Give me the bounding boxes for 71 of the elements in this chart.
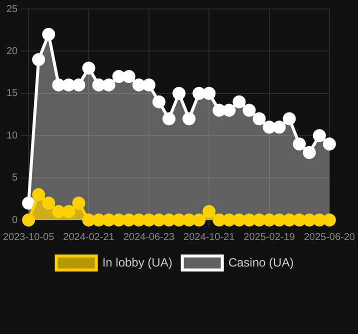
point [272, 120, 286, 134]
point [282, 214, 296, 226]
y-tick-label: 25 [6, 4, 18, 15]
point [172, 86, 186, 100]
point [132, 214, 146, 226]
point [212, 214, 226, 226]
y-tick-label: 20 [6, 46, 18, 57]
point [162, 214, 176, 226]
y-tick-label: 5 [12, 172, 18, 184]
y-tick-label: 0 [12, 214, 18, 226]
point [82, 62, 96, 75]
point [212, 104, 226, 117]
point [102, 78, 116, 92]
point [182, 112, 196, 126]
point [202, 86, 216, 100]
point [32, 188, 46, 202]
point [152, 214, 166, 226]
point [302, 146, 316, 159]
x-tick-label: 2025-06-20 [304, 232, 356, 243]
y-tick-label: 10 [6, 130, 18, 142]
y-tick-label: 15 [6, 88, 18, 100]
legend-label: Casino (UA) [228, 255, 294, 270]
point [242, 104, 256, 117]
point [322, 138, 336, 151]
x-tick-label: 2025-02-19 [244, 232, 296, 243]
point [72, 78, 86, 92]
point [232, 214, 246, 226]
point [312, 129, 326, 142]
point [272, 214, 286, 226]
point [292, 138, 306, 151]
point [52, 78, 66, 92]
point [182, 214, 196, 226]
point [232, 95, 246, 108]
point [252, 214, 266, 226]
point [62, 205, 76, 218]
point [252, 112, 266, 126]
point [112, 70, 126, 84]
point [122, 214, 136, 226]
point [172, 214, 186, 226]
point [122, 70, 136, 84]
legend-label: In lobby (UA) [102, 255, 172, 270]
point [112, 214, 126, 226]
point [222, 214, 236, 226]
point [52, 205, 66, 218]
point [292, 214, 306, 226]
point [262, 120, 276, 134]
point [102, 214, 116, 226]
point [282, 112, 296, 126]
point [62, 78, 76, 92]
point [92, 78, 106, 92]
point [152, 95, 166, 108]
point [32, 53, 46, 66]
point [142, 78, 156, 92]
point [132, 78, 146, 92]
x-tick-label: 2024-06-23 [123, 232, 175, 243]
x-tick-label: 2024-10-21 [184, 232, 236, 243]
x-tick-label: 2024-02-21 [63, 232, 115, 243]
point [302, 214, 316, 226]
point [22, 196, 36, 210]
point [42, 196, 56, 210]
point [222, 104, 236, 117]
point [312, 214, 326, 226]
point [42, 28, 56, 41]
point [192, 214, 206, 226]
point [192, 86, 206, 100]
x-tick-label: 2023-10-05 [3, 232, 55, 243]
point [92, 214, 106, 226]
point [72, 196, 86, 210]
point [202, 205, 216, 218]
point [162, 112, 176, 126]
point [242, 214, 256, 226]
